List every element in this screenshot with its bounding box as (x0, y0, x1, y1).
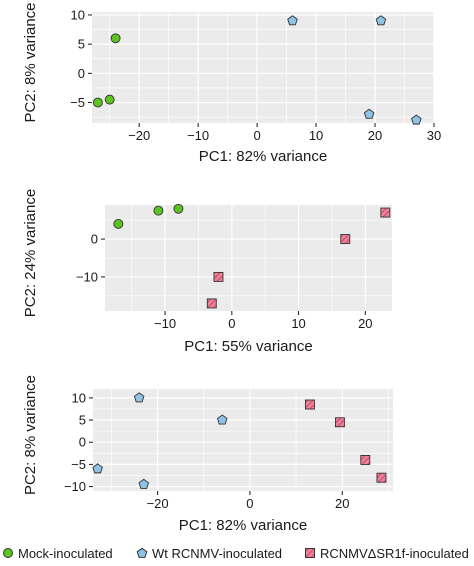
data-point-mock (153, 205, 164, 216)
y-axis-label: PC2: 8% variance (22, 2, 39, 122)
data-point-rcnmv-dsr1f (206, 298, 217, 309)
legend-marker-pentagon (136, 547, 148, 558)
y-tick-label: 10 (71, 7, 85, 22)
data-point-mock (173, 203, 184, 214)
data-point-rcnmv-dsr1f (360, 455, 371, 465)
x-tick-label: 10 (309, 128, 323, 143)
legend-label-wt: Wt RCNMV-inoculated (152, 545, 283, 561)
data-point-mock (110, 33, 121, 44)
data-point-rcnmv-dsr1f (340, 234, 351, 245)
x-tick-label: −10 (187, 128, 209, 143)
x-tick-label: −20 (128, 128, 150, 143)
y-tick-label: 5 (78, 37, 85, 52)
x-tick-label: 0 (228, 316, 235, 331)
legend-marker-circle (3, 548, 13, 558)
data-point-wt-rcnmv (363, 108, 375, 119)
data-point-rcnmv-dsr1f (304, 399, 315, 410)
y-tick-label: −5 (71, 457, 86, 472)
y-tick-label: −10 (76, 269, 98, 284)
x-axis-label: PC1: 82% variance (179, 517, 307, 534)
x-tick-label: 20 (368, 128, 382, 143)
y-axis-label: PC2: 24% variance (22, 189, 39, 317)
data-point-wt-rcnmv (411, 114, 422, 125)
x-tick-label: 20 (358, 316, 372, 331)
panel-background (92, 12, 434, 123)
data-point-wt-rcnmv (375, 15, 387, 26)
data-point-mock (104, 94, 115, 105)
y-tick-label: 0 (91, 232, 98, 247)
x-axis-label: PC1: 82% variance (199, 148, 327, 165)
pca-figure: −20 −10 0 10 20 30 −5 0 5 10 PC1: 82% variance PC2:… (22, 2, 441, 534)
data-point-wt-rcnmv (216, 414, 228, 425)
x-tick-label: 0 (253, 128, 260, 143)
pca-panel-3: −20 0 20 −10 −5 0 5 10 PC1: 82% variance PC2: 8% … (22, 375, 393, 534)
y-axis-label: PC2: 8% variance (22, 375, 39, 495)
data-point-wt-rcnmv (287, 15, 298, 26)
x-tick-label: 0 (246, 496, 253, 511)
legend-item-dsr1f: RCNMVΔSR1f-inoculated (304, 540, 469, 566)
legend: Mock-inoculated Wt RCNMV-inoculated RCNM… (0, 540, 474, 566)
y-tick-label: 0 (79, 435, 86, 450)
pca-panel-1: −20 −10 0 10 20 30 −5 0 5 10 PC1: 82% variance PC2:… (22, 2, 441, 165)
legend-item-wt: Wt RCNMV-inoculated (136, 540, 282, 566)
data-point-rcnmv-dsr1f (213, 271, 224, 282)
legend-item-mock: Mock-inoculated (2, 540, 113, 566)
data-point-mock (92, 97, 103, 108)
legend-marker-square (305, 548, 315, 558)
y-tick-label: −10 (64, 479, 86, 494)
y-tick-label: −5 (70, 95, 85, 110)
legend-label-mock: Mock-inoculated (18, 545, 113, 561)
y-tick-label: 5 (79, 413, 86, 428)
panel-background (93, 389, 393, 491)
pca-panel-2: −10 0 10 20 −10 0 PC1: 55% variance PC2: 24% va… (22, 189, 392, 355)
y-tick-label: 10 (72, 390, 86, 405)
x-tick-label: 10 (291, 316, 305, 331)
data-point-wt-rcnmv (133, 392, 145, 403)
x-axis-label: PC1: 55% variance (184, 338, 312, 355)
data-point-mock (113, 218, 124, 229)
legend-label-dsr1f: RCNMVΔSR1f-inoculated (320, 545, 469, 561)
x-tick-label: −20 (147, 496, 169, 511)
data-point-rcnmv-dsr1f (380, 207, 391, 218)
y-tick-label: 0 (78, 66, 85, 81)
x-tick-label: 20 (335, 496, 349, 511)
data-point-rcnmv-dsr1f (376, 472, 387, 483)
x-tick-label: −10 (154, 316, 176, 331)
data-point-wt-rcnmv (92, 463, 103, 474)
x-tick-label: 30 (427, 128, 441, 143)
data-point-rcnmv-dsr1f (334, 417, 345, 428)
data-point-wt-rcnmv (138, 478, 150, 489)
